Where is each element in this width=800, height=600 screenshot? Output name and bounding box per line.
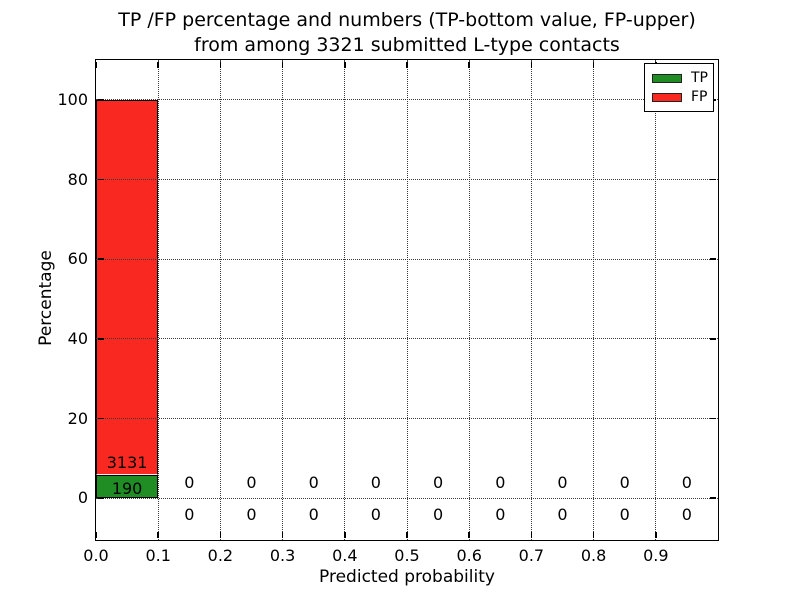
- y-tick-mark-left: [98, 338, 104, 340]
- y-axis-label: Percentage: [36, 250, 56, 346]
- x-tick-mark-bottom: [281, 532, 284, 538]
- y-tick-mark-right: [710, 338, 716, 340]
- legend-item-tp: TP: [652, 71, 713, 85]
- x-tick-mark-bottom: [468, 532, 470, 538]
- x-tick-mark-top: [281, 62, 284, 68]
- x-axis-label: Predicted probability: [319, 567, 495, 587]
- tp-count-label: 0: [557, 504, 568, 524]
- y-tick-label: 40: [67, 328, 88, 348]
- x-tick-label: 0.9: [643, 546, 669, 565]
- x-tick-mark-bottom: [655, 532, 657, 538]
- tp-count-label: 0: [433, 504, 444, 524]
- gridline-vertical: [344, 60, 346, 540]
- x-tick-label: 0.6: [456, 546, 482, 565]
- fp-count-label: 0: [433, 473, 444, 493]
- fp-count-label: 0: [246, 473, 257, 493]
- x-tick-label: 0.2: [207, 546, 234, 565]
- x-tick-mark-top: [157, 62, 159, 68]
- x-tick-mark-bottom: [530, 532, 533, 538]
- x-tick-label: 0.5: [394, 546, 420, 565]
- chart-title-line-1: TP /FP percentage and numbers (TP-bottom…: [118, 9, 696, 31]
- y-tick-mark-right: [710, 178, 716, 181]
- fp-count-label: 3131: [106, 453, 148, 473]
- y-tick-label: 100: [57, 89, 88, 109]
- x-tick-label: 0.4: [332, 546, 358, 565]
- legend: TP FP: [644, 63, 714, 112]
- x-tick-label: 0.1: [145, 546, 171, 565]
- x-tick-mark-bottom: [406, 532, 408, 538]
- fp-count-label: 0: [557, 473, 568, 493]
- x-tick-mark-bottom: [95, 532, 97, 538]
- y-tick-label: 60: [67, 249, 88, 269]
- x-tick-mark-top: [95, 62, 97, 68]
- y-tick-label: 0: [77, 488, 88, 508]
- y-tick-mark-left: [98, 497, 104, 499]
- x-tick-mark-bottom: [219, 532, 222, 538]
- x-tick-mark-bottom: [344, 532, 346, 538]
- y-tick-mark-left: [98, 258, 104, 260]
- fp-count-label: 0: [308, 473, 319, 493]
- legend-label-fp: FP: [691, 89, 708, 105]
- x-tick-mark-top: [530, 62, 533, 68]
- y-tick-mark-right: [710, 258, 716, 260]
- bar-fp-segment: [96, 99, 159, 476]
- y-tick-mark-right: [710, 497, 716, 499]
- x-tick-mark-bottom: [592, 532, 595, 538]
- gridline-vertical: [468, 60, 470, 540]
- x-tick-mark-top: [592, 62, 595, 68]
- tp-count-label: 190: [111, 479, 143, 499]
- fp-count-label: 0: [619, 473, 630, 493]
- tp-color-swatch: [652, 73, 682, 83]
- chart-title-line-2: from among 3321 submitted L-type contact…: [194, 34, 620, 56]
- x-tick-label: 0.7: [518, 546, 545, 565]
- y-tick-mark-left: [98, 178, 104, 181]
- y-tick-mark-right: [710, 417, 716, 420]
- tp-count-label: 0: [495, 504, 506, 524]
- x-tick-mark-top: [219, 62, 222, 68]
- tp-count-label: 0: [184, 504, 195, 524]
- y-tick-label: 80: [67, 169, 88, 189]
- fp-count-label: 0: [370, 473, 381, 493]
- tp-count-label: 0: [308, 504, 319, 524]
- tp-count-label: 0: [619, 504, 630, 524]
- x-tick-label: 0.0: [83, 546, 109, 565]
- x-tick-label: 0.3: [269, 546, 296, 565]
- gridline-vertical: [406, 60, 408, 540]
- bar-tp-segment: [96, 475, 159, 499]
- tp-count-label: 0: [246, 504, 257, 524]
- x-tick-mark-top: [468, 62, 470, 68]
- fp-color-swatch: [652, 92, 682, 102]
- gridline-vertical: [655, 60, 657, 540]
- gridline-vertical: [219, 60, 221, 540]
- x-tick-label: 0.8: [580, 546, 607, 565]
- gridline-vertical: [593, 60, 595, 540]
- x-tick-mark-bottom: [157, 532, 159, 538]
- y-tick-mark-left: [98, 417, 104, 420]
- legend-label-tp: TP: [691, 70, 708, 86]
- x-tick-mark-top: [344, 62, 346, 68]
- tp-count-label: 0: [681, 504, 692, 524]
- fp-count-label: 0: [681, 473, 692, 493]
- tp-count-label: 0: [370, 504, 381, 524]
- fp-count-label: 0: [184, 473, 195, 493]
- y-tick-mark-left: [98, 99, 104, 101]
- y-tick-label: 20: [67, 408, 88, 428]
- x-tick-mark-top: [406, 62, 408, 68]
- gridline-vertical: [530, 60, 532, 540]
- chart-title: TP /FP percentage and numbers (TP-bottom…: [96, 8, 718, 58]
- fp-count-label: 0: [495, 473, 506, 493]
- legend-item-fp: FP: [652, 90, 713, 104]
- gridline-vertical: [157, 60, 159, 540]
- gridline-vertical: [282, 60, 284, 540]
